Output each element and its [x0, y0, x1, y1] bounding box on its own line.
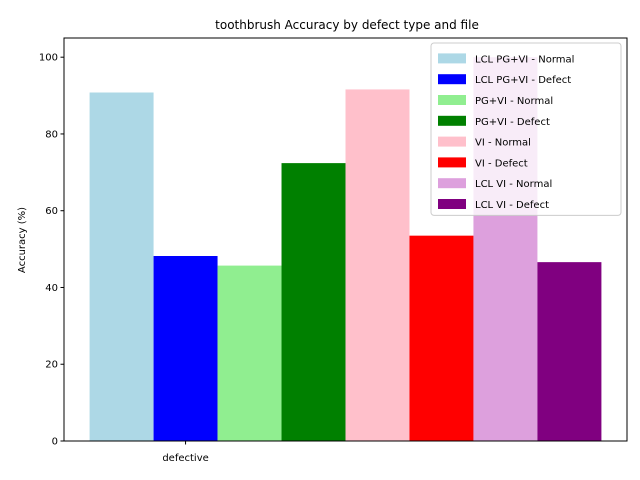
chart-title: toothbrush Accuracy by defect type and f…: [215, 18, 479, 32]
legend-swatch-pg-vi-defect: [438, 115, 466, 126]
bar-vi-normal: [345, 89, 410, 442]
bar-pg-vi-normal: [217, 265, 282, 441]
legend-label-lcl-vi-normal: LCL VI - Normal: [475, 179, 552, 190]
bar-pg-vi-defect: [281, 163, 346, 441]
legend-box: [430, 42, 622, 216]
bars-layer: [89, 57, 602, 442]
y-tick-label: 20: [45, 360, 58, 371]
legend-label-pg-vi-defect: PG+VI - Defect: [475, 117, 550, 128]
legend-swatch-pg-vi-normal: [438, 95, 466, 105]
legend-swatch-lcl-vi-defect: [438, 199, 466, 209]
legend-label-vi-normal: VI - Normal: [475, 138, 531, 149]
x-axis-ticks: defective: [162, 441, 209, 464]
legend-label-pg-vi-normal: PG+VI - Normal: [475, 96, 553, 107]
y-axis-label: Accuracy (%): [17, 207, 28, 273]
legend-swatch-lcl-pg-vi-normal: [438, 53, 466, 64]
y-tick-label: 80: [45, 129, 58, 140]
bar-lcl-pg-vi-normal: [89, 92, 154, 441]
bar-vi-defect: [409, 235, 474, 441]
legend-swatch-lcl-vi-normal: [438, 178, 466, 189]
y-tick-label: 60: [45, 206, 58, 217]
legend-label-lcl-pg-vi-normal: LCL PG+VI - Normal: [475, 54, 574, 65]
y-tick-label: 40: [45, 283, 58, 294]
y-tick-label: 0: [52, 437, 58, 448]
x-tick-label: defective: [162, 453, 208, 464]
bar-lcl-vi-defect: [537, 262, 602, 441]
y-tick-label: 100: [39, 53, 58, 64]
legend-swatch-vi-defect: [438, 157, 466, 168]
plot-frame: [63, 37, 628, 442]
legend-label-vi-defect: VI - Defect: [475, 158, 528, 169]
y-axis-ticks: 0 20 40 60 80 100: [39, 53, 64, 448]
legend-swatch-lcl-pg-vi-defect: [438, 74, 466, 85]
legend-label-lcl-vi-defect: LCL VI - Defect: [475, 200, 549, 211]
legend-label-lcl-pg-vi-defect: LCL PG+VI - Defect: [475, 75, 571, 86]
bar-lcl-pg-vi-defect: [153, 256, 218, 441]
legend-swatch-vi-normal: [438, 136, 466, 147]
legend: LCL PG+VI - Normal LCL PG+VI - Defect PG+V…: [430, 42, 622, 216]
